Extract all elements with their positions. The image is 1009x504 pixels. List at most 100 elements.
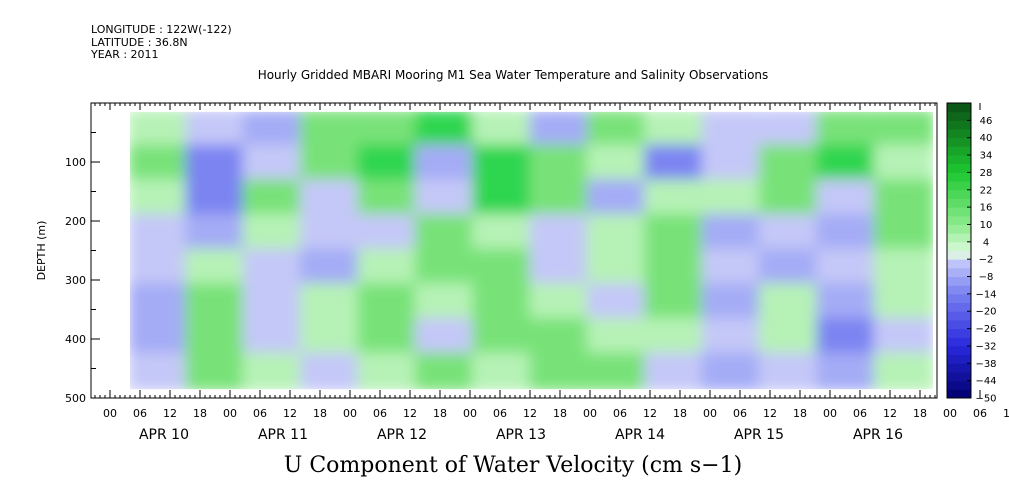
heatmap-cell [472,213,534,253]
heatmap-cell [414,213,477,253]
colorbar-label: −8 [979,272,994,283]
plot-title: Hourly Gridded MBARI Mooring M1 Sea Wate… [257,68,769,82]
x-hour-label: 12 [163,407,177,420]
heatmap-cell [472,283,534,322]
colorbar-label: 40 [980,133,993,144]
colorbar-label: −2 [979,255,994,266]
colorbar-label: 34 [980,151,993,162]
colorbar-swatch [947,172,971,182]
x-date-label: APR 10 [139,427,189,443]
x-hour-label: 06 [613,407,627,420]
heatmap-cell [128,144,190,184]
heatmap-cell [529,248,591,288]
heatmap-cell [414,283,477,322]
heatmap-cell [758,317,821,357]
heatmap-cell [873,179,935,218]
heatmap-cell [873,248,935,288]
heatmap-cell [586,109,649,149]
heatmap-cell [701,144,763,184]
colorbar-label: 4 [983,237,989,248]
heatmap-cell [414,109,477,149]
x-hour-label: 00 [823,407,837,420]
heatmap-cell [300,213,362,253]
x-date-label: APR 13 [496,427,546,443]
main-title: U Component of Water Velocity (cm s−1) [283,453,743,478]
heatmap-cell [701,352,763,392]
heatmap-cell [758,352,821,392]
x-hour-label: 00 [463,407,477,420]
colorbar-swatch [947,224,971,234]
heatmap-cell [529,213,591,253]
heatmap-cell [586,283,649,322]
y-tick-label: 200 [65,215,86,228]
colorbar-swatch [947,146,971,156]
colorbar-swatch [947,198,971,208]
heatmap-cell [414,352,477,392]
heatmap-cell [185,109,247,149]
heatmap-cell [242,213,305,253]
x-hour-label: 18 [673,407,687,420]
heatmap-cell [529,144,591,184]
heatmap-cell [644,179,706,218]
colorbar-swatch [947,285,971,295]
no-data-region [91,103,130,398]
x-hour-label: 12 [403,407,417,420]
colorbar-label: 16 [980,203,993,214]
x-date-label: APR 12 [377,427,427,443]
colorbar-swatch [947,215,971,225]
heatmap-cell [357,352,419,392]
heatmap-cell [185,213,247,253]
colorbar-label: 10 [980,220,993,231]
heatmap-cell [873,109,935,149]
heatmap-cell [873,144,935,184]
heatmap-cell [644,109,706,149]
colorbar-swatch [947,155,971,165]
colorbar: 46 40 34 28 22 16 10 4 −2 −8 −14 −20 −26 −32 −38 −44 −50 [946,102,997,405]
colorbar-swatch [947,302,971,312]
heatmap-cell [128,179,190,218]
y-tick-label: 500 [65,392,86,405]
colorbar-label: 22 [980,185,993,196]
heatmap-cell [472,248,534,288]
colorbar-swatch [947,120,971,130]
heatmap-cell [701,109,763,149]
x-date-label: APR 15 [734,427,784,443]
heatmap-cell [586,248,649,288]
y-tick-label: 400 [65,333,86,346]
heatmap-cell [644,144,706,184]
colorbar-swatch [947,181,971,191]
colorbar-swatch [947,380,971,390]
x-hour-label: 00 [703,407,717,420]
colorbar-label: −44 [975,376,996,387]
x-hour-label: 18 [793,407,807,420]
heatmap-cell [472,317,534,357]
heatmap-cell [758,109,821,149]
heatmap-cell [816,283,878,322]
heatmap-cell [242,144,305,184]
heatmap-cell [472,109,534,149]
colorbar-swatch [947,259,971,269]
x-hour-label: 06 [733,407,747,420]
x-hour-label: 00 [103,407,117,420]
heatmap-cell [300,352,362,392]
heatmap-layer [91,103,937,398]
heatmap-cell [873,352,935,392]
colorbar-label: −50 [975,394,996,405]
heatmap-cell [357,317,419,357]
colorbar-swatch [947,163,971,173]
colorbar-swatch [947,293,971,304]
x-hour-label: 06 [853,407,867,420]
heatmap-cell [816,317,878,357]
heatmap-cell [414,317,477,357]
x-hour-label: 18 [433,407,447,420]
heatmap-cell [873,213,935,253]
colorbar-frame [946,102,972,399]
colorbar-swatch [947,371,971,382]
x-hour-label: 12 [523,407,537,420]
x-hour-label: 06 [253,407,267,420]
heatmap-cell [644,352,706,392]
heatmap-cell [472,352,534,392]
x-hour-label: 12 [1003,407,1009,420]
heatmap-cell [128,317,190,357]
